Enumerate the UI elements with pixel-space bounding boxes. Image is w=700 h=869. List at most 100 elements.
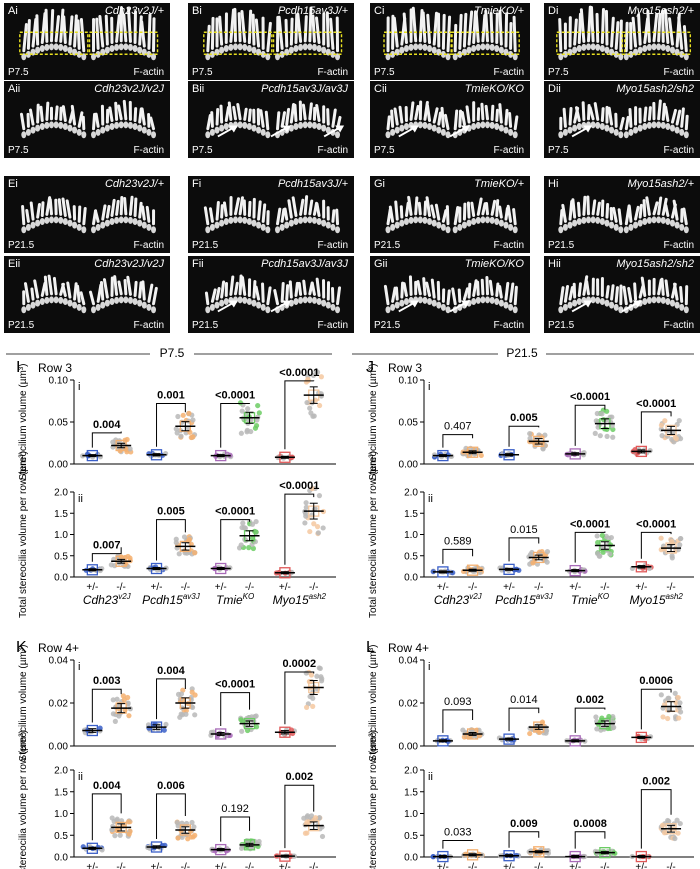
stereocilium-base [311, 296, 317, 304]
stereocilium [302, 279, 307, 296]
data-point [125, 694, 131, 701]
stereocilium [280, 208, 286, 223]
stain-label: F-actin [663, 320, 694, 331]
stereocilium-base [485, 296, 491, 304]
stereocilium [568, 107, 573, 126]
stereocilium-base [440, 50, 446, 58]
p-value-label: <0.0001 [215, 506, 255, 518]
stereocilium-base [679, 303, 685, 311]
stereocilium-base [422, 121, 428, 129]
stereocilium [414, 196, 419, 216]
data-point [603, 533, 609, 539]
stereocilium-base [604, 219, 610, 227]
stereocilium-base [67, 219, 73, 227]
stereocilium-base [394, 301, 400, 309]
data-point [314, 369, 321, 375]
stereocilium [402, 282, 408, 298]
data-point [310, 372, 317, 379]
stereocilium [220, 204, 224, 219]
stereocilium-base [422, 43, 428, 51]
stereocilium [480, 278, 485, 296]
panel-letter: Fi [192, 178, 202, 190]
stereocilium [675, 109, 682, 126]
stereocilium [437, 111, 442, 126]
stereocilium [586, 5, 592, 43]
stereocilium [152, 17, 156, 53]
stereocilium-base [307, 216, 313, 224]
data-point [468, 727, 474, 733]
stereocilium [576, 201, 581, 218]
y-tick-label: 1.0 [404, 530, 418, 541]
stereocilium-base [475, 296, 481, 304]
group-label: +/- [635, 582, 647, 593]
stereocilium [462, 287, 469, 301]
significance-bracket [284, 671, 315, 725]
data-point [307, 528, 313, 535]
stereocilium-base [399, 299, 405, 307]
stereocilium [614, 21, 620, 50]
data-point [249, 521, 256, 527]
stereocilium [446, 15, 452, 53]
stereocilium [149, 116, 156, 131]
stereocilium-base [599, 45, 605, 53]
stereocilium [465, 105, 471, 124]
stereocilium-base [132, 45, 138, 53]
stereocilium [123, 278, 128, 296]
stereocilium [591, 199, 597, 216]
section-label-bg [498, 345, 546, 359]
stereocilium-base [118, 43, 124, 51]
stereocilium-base [109, 123, 115, 131]
stereocilium-base [62, 218, 68, 226]
stereocilium [215, 286, 221, 301]
stereocilium-base [67, 46, 73, 54]
stereocilium-base [427, 218, 433, 226]
stereocilium [215, 108, 220, 126]
data-point [647, 447, 653, 454]
group-label: -/- [309, 582, 318, 593]
stereocilium-base [35, 299, 41, 307]
stereocilium-base [642, 298, 648, 306]
stereocilium-base [298, 296, 304, 304]
stereocilium-base [100, 126, 106, 134]
data-point [179, 834, 185, 840]
stereocilium [236, 102, 242, 121]
stereocilium-base [62, 45, 68, 53]
genotype-category-label: TmieKO [571, 592, 609, 607]
data-point [478, 452, 484, 459]
stain-label: F-actin [133, 240, 164, 251]
stereocilium [474, 11, 480, 43]
data-point [597, 433, 603, 439]
stereocilium-base [471, 123, 477, 131]
stereocilium [466, 201, 471, 219]
group-label: +/- [437, 582, 449, 593]
stereocilium-base [48, 216, 54, 224]
stereocilium-base [651, 121, 657, 129]
stereocilium-base [30, 126, 36, 134]
micrograph-di: Di Myo15ash2/+ P7.5 F-actin [544, 3, 700, 80]
panel-letter: Cii [374, 83, 387, 95]
p-value-label: 0.0002 [282, 658, 316, 670]
stereocilium [291, 196, 298, 218]
stereocilium [210, 288, 217, 303]
stereocilium [66, 281, 72, 299]
stereocilium-base [581, 43, 587, 51]
stereocilium [122, 13, 128, 43]
stereocilium [133, 280, 138, 298]
stereocilium [289, 17, 294, 46]
stereocilium-base [646, 121, 652, 129]
stereocilium-base [67, 299, 73, 307]
stereocilium [315, 202, 321, 218]
stereocilium [326, 108, 330, 126]
significance-bracket [284, 380, 315, 450]
data-point [311, 521, 317, 527]
stereocilium-base [214, 221, 220, 229]
p-value-label: 0.0006 [639, 675, 673, 687]
stereocilium [229, 8, 235, 43]
stereocilium-base [567, 301, 573, 309]
data-point [114, 817, 120, 823]
stereocilium-base [604, 299, 610, 307]
p-value-label: 0.014 [510, 694, 538, 706]
age-label: P7.5 [548, 67, 569, 78]
stereocilium-base [118, 216, 124, 224]
stereocilia-image [558, 275, 689, 314]
